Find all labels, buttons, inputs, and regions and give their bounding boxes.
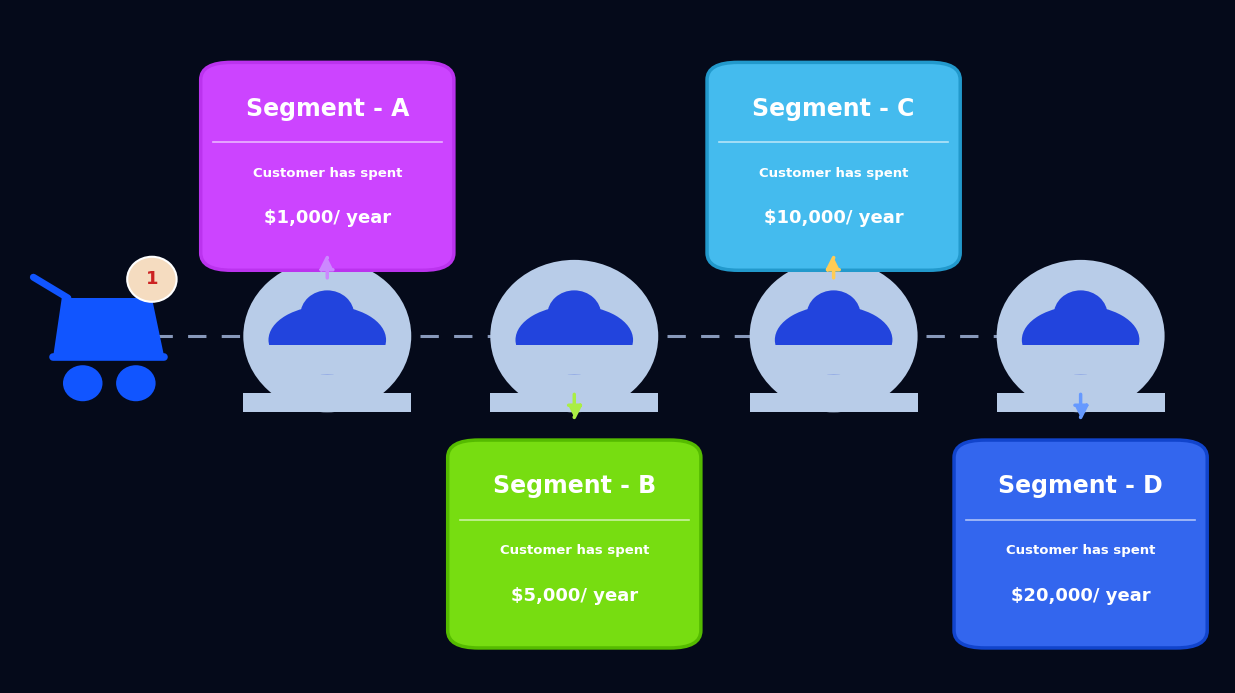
- FancyBboxPatch shape: [200, 62, 454, 270]
- Text: $10,000/ year: $10,000/ year: [763, 209, 904, 227]
- Ellipse shape: [774, 306, 893, 374]
- FancyBboxPatch shape: [997, 393, 1165, 412]
- Ellipse shape: [806, 290, 861, 339]
- FancyBboxPatch shape: [750, 393, 918, 412]
- Text: Customer has spent: Customer has spent: [500, 545, 648, 557]
- FancyBboxPatch shape: [706, 62, 961, 270]
- Ellipse shape: [1053, 290, 1108, 339]
- Ellipse shape: [750, 260, 918, 412]
- Ellipse shape: [997, 260, 1165, 412]
- Ellipse shape: [63, 365, 103, 401]
- Ellipse shape: [1021, 306, 1140, 374]
- FancyBboxPatch shape: [448, 440, 700, 648]
- Text: Segment - B: Segment - B: [493, 475, 656, 498]
- FancyBboxPatch shape: [243, 393, 411, 412]
- FancyBboxPatch shape: [515, 345, 634, 374]
- Text: $20,000/ year: $20,000/ year: [1010, 587, 1151, 605]
- FancyBboxPatch shape: [953, 440, 1207, 648]
- Text: Customer has spent: Customer has spent: [760, 167, 908, 179]
- Text: $5,000/ year: $5,000/ year: [511, 587, 637, 605]
- Text: Segment - C: Segment - C: [752, 97, 915, 121]
- Ellipse shape: [127, 257, 177, 302]
- Ellipse shape: [116, 365, 156, 401]
- Text: Customer has spent: Customer has spent: [253, 167, 401, 179]
- Polygon shape: [53, 298, 164, 357]
- Text: $1,000/ year: $1,000/ year: [264, 209, 390, 227]
- Ellipse shape: [490, 260, 658, 412]
- Ellipse shape: [300, 290, 354, 339]
- Text: Segment - A: Segment - A: [246, 97, 409, 121]
- Ellipse shape: [547, 290, 601, 339]
- Ellipse shape: [243, 260, 411, 412]
- FancyBboxPatch shape: [490, 393, 658, 412]
- Text: 1: 1: [146, 270, 158, 288]
- Text: Customer has spent: Customer has spent: [1007, 545, 1155, 557]
- FancyBboxPatch shape: [774, 345, 893, 374]
- Ellipse shape: [268, 306, 387, 374]
- Text: Segment - D: Segment - D: [998, 475, 1163, 498]
- Ellipse shape: [515, 306, 634, 374]
- FancyBboxPatch shape: [268, 345, 387, 374]
- FancyBboxPatch shape: [1021, 345, 1140, 374]
